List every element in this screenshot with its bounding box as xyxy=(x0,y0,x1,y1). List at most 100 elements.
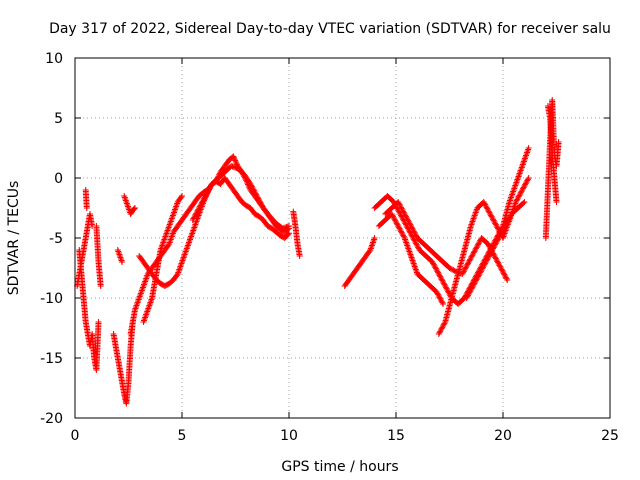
data-point xyxy=(296,253,303,259)
data-point xyxy=(469,252,476,259)
data-point xyxy=(258,201,265,207)
data-point xyxy=(412,240,419,247)
data-point xyxy=(467,255,474,261)
data-point xyxy=(464,293,471,300)
data-point xyxy=(504,219,511,225)
data-point xyxy=(165,242,172,249)
data-point xyxy=(502,223,509,229)
data-point xyxy=(461,267,468,273)
data-point xyxy=(500,225,507,232)
data-point xyxy=(502,273,509,279)
data-point xyxy=(487,211,494,217)
data-point xyxy=(465,292,472,299)
data-point xyxy=(194,207,201,214)
series-sat-h xyxy=(127,175,292,337)
data-point xyxy=(438,298,445,305)
series-sat-r xyxy=(463,199,528,301)
y-tick-label: -20 xyxy=(40,411,63,427)
data-point xyxy=(441,281,448,288)
data-point xyxy=(398,229,405,236)
data-point xyxy=(397,228,404,235)
data-point xyxy=(470,283,477,289)
data-point xyxy=(493,239,500,245)
data-point xyxy=(486,243,493,250)
data-point xyxy=(482,260,489,267)
data-point xyxy=(119,259,126,265)
data-point xyxy=(249,185,256,191)
data-point xyxy=(497,263,504,270)
data-point xyxy=(462,264,469,271)
data-point xyxy=(407,223,414,229)
data-point xyxy=(503,275,510,282)
data-point xyxy=(490,245,497,252)
data-point xyxy=(435,291,442,298)
data-point xyxy=(97,283,104,289)
data-point xyxy=(473,244,480,251)
data-point xyxy=(470,249,477,256)
data-point xyxy=(402,213,409,220)
data-point xyxy=(471,248,478,255)
data-point xyxy=(131,205,138,211)
data-point xyxy=(477,269,484,276)
data-point xyxy=(437,297,444,303)
y-tick-label: 5 xyxy=(54,111,63,127)
data-point xyxy=(131,205,138,212)
data-point xyxy=(504,217,511,224)
series-sat-f xyxy=(114,247,126,265)
data-point xyxy=(441,320,448,327)
data-point xyxy=(519,187,526,193)
data-point xyxy=(191,213,198,219)
data-point xyxy=(398,205,405,212)
data-point xyxy=(482,203,489,209)
data-point xyxy=(499,267,506,274)
data-point xyxy=(464,261,471,268)
data-point xyxy=(405,217,412,224)
data-point xyxy=(396,201,403,208)
data-point xyxy=(400,233,407,240)
data-point xyxy=(390,215,397,221)
data-point xyxy=(439,277,446,284)
data-point xyxy=(522,181,529,188)
data-point xyxy=(501,224,508,231)
y-tick-label: -10 xyxy=(40,291,63,307)
data-point xyxy=(251,187,258,194)
grid-lines xyxy=(75,58,610,418)
data-point xyxy=(470,251,477,257)
data-point xyxy=(492,254,499,261)
data-point xyxy=(393,220,400,227)
data-point xyxy=(501,271,508,278)
data-point xyxy=(413,241,420,248)
data-point xyxy=(204,189,211,195)
data-point xyxy=(495,235,502,241)
data-point xyxy=(470,281,477,288)
series-sat-k xyxy=(189,163,292,232)
data-point xyxy=(258,202,265,209)
data-point xyxy=(503,220,510,227)
data-point xyxy=(489,215,496,221)
data-point xyxy=(485,253,492,260)
data-point xyxy=(467,287,474,293)
data-point xyxy=(395,224,402,231)
series-sat-q xyxy=(435,175,532,337)
data-point xyxy=(502,221,509,228)
data-point xyxy=(397,204,404,211)
data-point xyxy=(412,231,419,237)
data-point xyxy=(520,184,527,191)
data-point xyxy=(474,243,481,249)
data-point xyxy=(173,272,180,279)
data-point xyxy=(203,190,210,197)
data-point xyxy=(440,321,447,328)
data-point xyxy=(487,212,494,219)
x-axis-label: GPS time / hours xyxy=(281,459,398,475)
series-sat-p xyxy=(382,199,511,283)
data-point xyxy=(476,239,483,245)
data-point xyxy=(431,263,438,269)
data-point xyxy=(491,243,498,249)
data-point xyxy=(463,263,470,269)
data-point xyxy=(471,280,478,287)
data-point xyxy=(488,248,495,255)
data-point xyxy=(500,270,507,277)
series-sat-o xyxy=(375,211,447,307)
data-point xyxy=(445,288,452,295)
data-point xyxy=(286,223,292,229)
